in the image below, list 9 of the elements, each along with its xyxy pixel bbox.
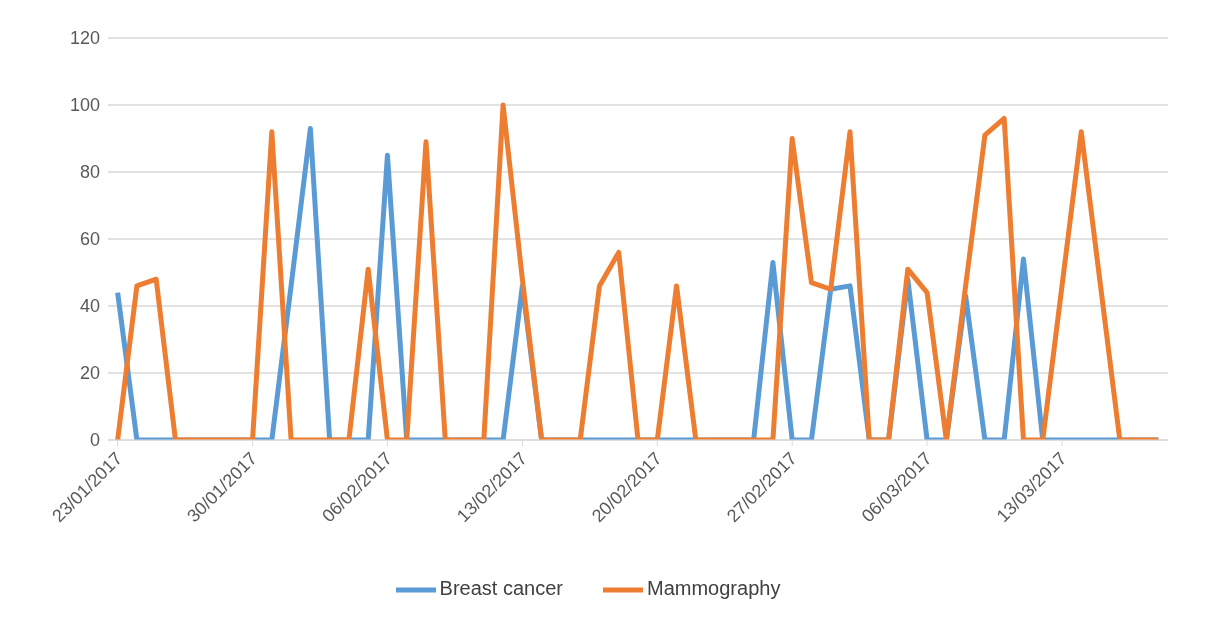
y-tick-label: 100 xyxy=(69,95,100,116)
y-tick-label: 60 xyxy=(79,229,100,250)
y-tick-label: 20 xyxy=(79,363,100,384)
y-tick-label: 0 xyxy=(89,430,100,451)
y-tick-label: 80 xyxy=(79,162,100,183)
y-tick-label: 40 xyxy=(79,296,100,317)
legend-label: Mammography xyxy=(647,577,781,600)
y-tick-label: 120 xyxy=(69,28,100,49)
legend-label: Breast cancer xyxy=(439,577,563,600)
